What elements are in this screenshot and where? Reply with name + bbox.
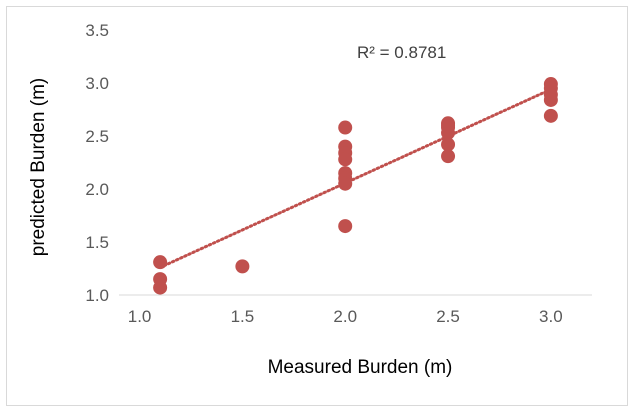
x-tick-labels: 1.0 1.5 2.0 2.5 3.0 [128, 307, 563, 326]
y-tick-label: 1.0 [85, 286, 109, 305]
y-tick-label: 2.5 [85, 127, 109, 146]
data-point [441, 137, 456, 152]
data-point [543, 92, 558, 107]
data-points [153, 77, 558, 295]
data-point [338, 120, 353, 135]
x-tick-label: 2.5 [436, 307, 460, 326]
data-point [441, 118, 456, 133]
y-tick-label: 2.0 [85, 180, 109, 199]
x-tick-label: 1.0 [128, 307, 152, 326]
x-tick-label: 1.5 [231, 307, 255, 326]
data-point [338, 219, 353, 234]
y-tick-label: 3.5 [85, 21, 109, 40]
data-point [338, 152, 353, 167]
x-axis-title: Measured Burden (m) [268, 357, 453, 378]
y-axis-title: predicted Burden (m) [28, 78, 49, 256]
r-squared-annotation: R² = 0.8781 [357, 43, 446, 62]
y-tick-labels: 1.0 1.5 2.0 2.5 3.0 3.5 [85, 21, 109, 305]
data-point [235, 259, 250, 274]
y-tick-label: 3.0 [85, 74, 109, 93]
data-point [543, 108, 558, 123]
trendline [158, 87, 553, 269]
data-point [338, 176, 353, 191]
x-tick-label: 3.0 [539, 307, 563, 326]
y-tick-label: 1.5 [85, 233, 109, 252]
data-point [153, 280, 168, 295]
scatter-chart: 1.0 1.5 2.0 2.5 3.0 1.0 1.5 2.0 2.5 3.0 3.5 R² = … [28, 21, 592, 378]
data-point [441, 149, 456, 164]
chart-frame: 1.0 1.5 2.0 2.5 3.0 1.0 1.5 2.0 2.5 3.0 3.5 R² = … [6, 6, 628, 406]
x-tick-label: 2.0 [333, 307, 357, 326]
data-point [153, 255, 168, 270]
